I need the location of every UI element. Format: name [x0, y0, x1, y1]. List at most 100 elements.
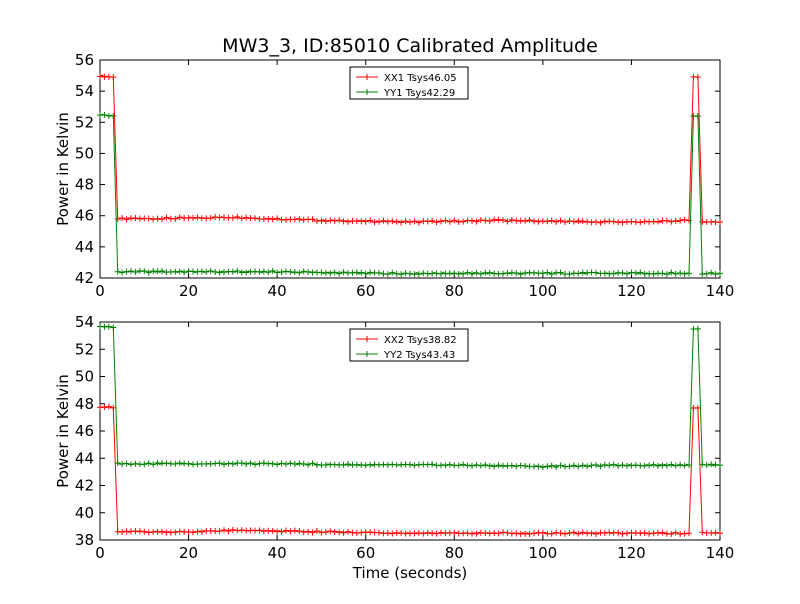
data-point-marker: [159, 268, 165, 275]
data-point-marker: [482, 461, 489, 468]
x-tick-label: 120: [617, 282, 646, 300]
data-point-marker: [672, 462, 679, 469]
x-axis-label: Time (seconds): [352, 564, 468, 582]
data-point-marker: [291, 461, 298, 468]
data-point-marker: [123, 460, 130, 467]
data-point-marker: [362, 462, 369, 469]
y-tick-label: 38: [75, 531, 94, 549]
data-point-marker: [234, 267, 241, 274]
data-point-marker: [260, 528, 267, 535]
data-point-marker: [544, 269, 551, 276]
data-point-marker: [376, 269, 382, 276]
data-point-marker: [477, 270, 484, 277]
data-point-marker: [593, 530, 599, 537]
data-point-marker: [659, 529, 666, 536]
data-point-marker: [429, 530, 436, 537]
data-point-marker: [256, 460, 263, 467]
data-point-marker: [260, 268, 267, 275]
data-point-marker: [243, 269, 250, 276]
data-point-marker: [296, 528, 303, 535]
data-point-marker: [269, 527, 276, 534]
data-point-marker: [570, 218, 577, 225]
y-axis-label: Power in Kelvin: [54, 112, 72, 226]
data-point-marker: [314, 528, 320, 535]
data-point-marker: [331, 217, 338, 224]
data-point-marker: [438, 529, 444, 536]
data-point-marker: [411, 462, 418, 469]
data-point-marker: [119, 529, 126, 536]
data-point-marker: [557, 462, 564, 469]
data-point-marker: [433, 219, 440, 226]
data-point-marker: [252, 461, 258, 468]
data-point-marker: [110, 404, 117, 411]
data-point-marker: [207, 268, 214, 275]
data-point-marker: [433, 530, 440, 537]
data-point-marker: [216, 528, 223, 535]
data-point-marker: [650, 461, 657, 468]
data-point-marker: [345, 528, 351, 535]
x-tick-label: 80: [445, 544, 464, 562]
data-point-marker: [278, 528, 285, 535]
data-point-marker: [300, 268, 307, 275]
data-point-marker: [145, 269, 152, 276]
data-point-marker: [283, 461, 289, 468]
y-tick-label: 54: [75, 313, 94, 331]
data-point-marker: [677, 217, 684, 224]
data-point-marker: [469, 271, 475, 278]
y-tick-label: 46: [75, 422, 94, 440]
data-point-marker: [389, 461, 396, 468]
data-point-marker: [159, 216, 165, 223]
data-point-marker: [703, 270, 710, 277]
x-tick-label: 60: [356, 544, 375, 562]
data-point-marker: [601, 461, 608, 468]
data-point-marker: [172, 529, 179, 536]
x-tick-label: 80: [445, 282, 464, 300]
data-point-marker: [610, 218, 617, 225]
data-point-marker: [473, 269, 480, 276]
data-point-marker: [717, 270, 723, 277]
data-point-marker: [154, 215, 161, 222]
data-point-marker: [579, 529, 586, 536]
data-point-marker: [477, 217, 484, 224]
data-point-marker: [243, 460, 250, 467]
data-point-marker: [486, 269, 493, 276]
data-point-marker: [132, 268, 139, 275]
data-point-marker: [460, 218, 467, 225]
data-point-marker: [438, 218, 444, 225]
data-point-marker: [260, 460, 267, 467]
data-point-marker: [579, 218, 586, 225]
x-tick-label: 40: [268, 544, 287, 562]
data-point-marker: [442, 217, 449, 224]
data-point-marker: [544, 463, 551, 470]
chart-title: MW3_3, ID:85010 Calibrated Amplitude: [222, 35, 598, 57]
data-point-marker: [446, 218, 453, 225]
data-point-marker: [539, 529, 546, 536]
data-point-marker: [367, 217, 374, 224]
data-point-marker: [668, 269, 675, 276]
data-point-marker: [123, 216, 130, 223]
data-point-marker: [194, 214, 201, 221]
data-point-marker: [668, 530, 675, 537]
data-point-marker: [128, 461, 134, 468]
data-point-marker: [238, 460, 245, 467]
data-point-marker: [681, 216, 688, 223]
y-tick-label: 50: [75, 368, 94, 386]
data-point-marker: [393, 270, 400, 277]
data-point-marker: [318, 269, 325, 276]
x-tick-label: 0: [95, 282, 105, 300]
data-point-marker: [677, 461, 684, 468]
data-point-marker: [105, 323, 112, 330]
data-point-marker: [717, 218, 723, 225]
data-point-marker: [451, 529, 458, 536]
x-tick-label: 100: [529, 544, 558, 562]
data-point-marker: [114, 460, 121, 467]
data-point-marker: [415, 529, 422, 536]
data-point-marker: [198, 268, 205, 275]
data-point-marker: [150, 461, 157, 468]
data-point-marker: [548, 217, 555, 224]
data-point-marker: [619, 269, 626, 276]
data-point-marker: [265, 269, 272, 276]
data-point-marker: [269, 460, 276, 467]
data-point-marker: [380, 217, 387, 224]
x-tick-label: 120: [617, 544, 646, 562]
